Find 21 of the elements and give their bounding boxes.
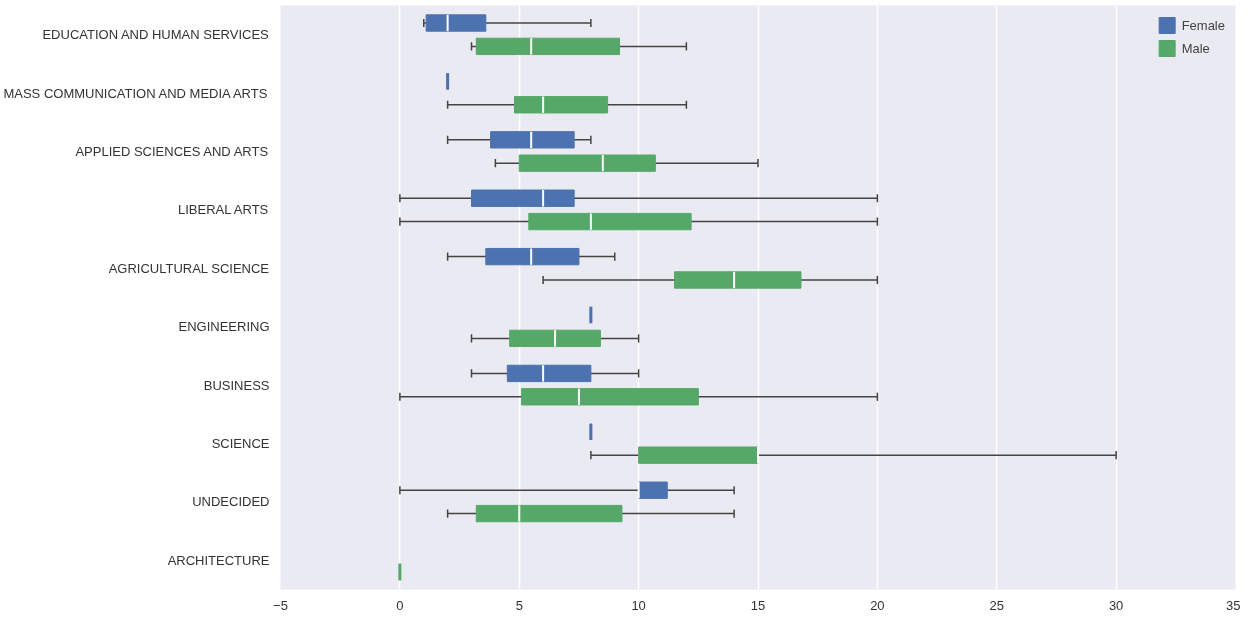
x-tick-label: 25 (989, 597, 1004, 613)
x-tick-label: −5 (273, 597, 288, 613)
x-tick-label: 20 (870, 597, 885, 613)
legend-label: Female (1181, 17, 1225, 33)
y-tick-label: MASS COMMUNICATION AND MEDIA ARTS (3, 85, 268, 101)
y-tick-label: ARCHITECTURE (167, 552, 270, 568)
y-tick-label: LIBERAL ARTS (177, 202, 269, 218)
y-tick-label: ENGINEERING (178, 319, 270, 335)
y-tick-label: BUSINESS (203, 377, 270, 393)
x-tick-label: 5 (515, 597, 523, 613)
y-tick-label: UNDECIDED (192, 494, 270, 510)
x-tick-label: 30 (1108, 597, 1124, 613)
x-tick-label: 10 (631, 597, 646, 613)
x-tick-label: 35 (1226, 597, 1241, 613)
y-tick-label: AGRICULTURAL SCIENCE (108, 260, 270, 276)
y-tick-label: APPLIED SCIENCES AND ARTS (75, 144, 269, 159)
y-tick-label: EDUCATION AND HUMAN SERVICES (42, 27, 270, 43)
x-tick-label: 0 (396, 597, 404, 613)
legend-label: Male (1181, 40, 1210, 56)
y-tick-label: SCIENCE (211, 436, 270, 451)
x-tick-label: 15 (750, 597, 766, 613)
